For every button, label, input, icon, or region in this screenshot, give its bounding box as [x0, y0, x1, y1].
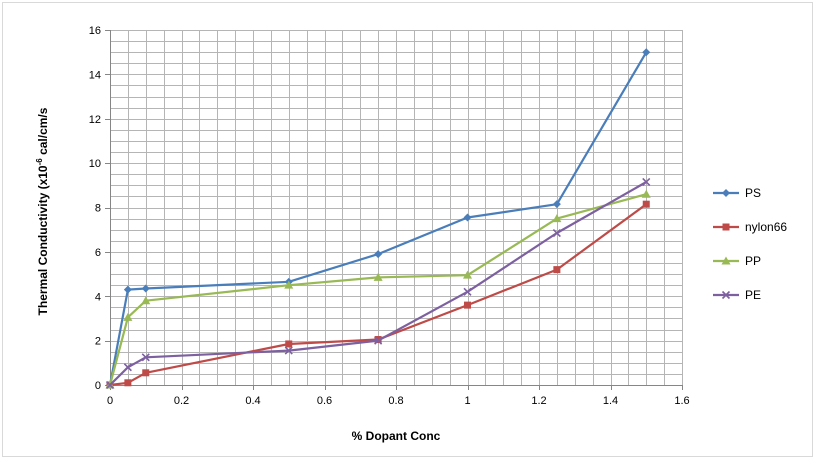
legend-marker-nylon66	[722, 223, 730, 231]
x-tick-label: 0.8	[388, 395, 403, 407]
x-tick-label: 0	[107, 395, 113, 407]
legend-marker-pp	[721, 256, 731, 265]
x-tick-label: 1	[464, 395, 470, 407]
data-point-ps	[141, 284, 150, 293]
series-pe	[105, 177, 651, 390]
grid-layer	[110, 30, 683, 386]
y-tick-label: 8	[95, 203, 101, 215]
data-point-pe	[374, 336, 383, 345]
legend-marker-pe	[721, 290, 731, 300]
data-point-nylon66	[142, 369, 150, 377]
legend-item-pp: PP	[713, 254, 761, 268]
y-tick-label: 10	[89, 158, 101, 170]
series-line-pe	[109, 181, 647, 386]
x-tick-label: 1.4	[603, 395, 618, 407]
legend-label-ps: PS	[745, 186, 761, 200]
y-tick-label: 6	[95, 247, 101, 259]
data-point-nylon66	[642, 200, 650, 208]
data-point-pp	[284, 280, 294, 289]
data-point-pe	[463, 287, 472, 296]
x-axis-title: % Dopant Conc	[352, 429, 441, 443]
data-point-pe	[552, 228, 561, 238]
data-point-ps	[552, 200, 561, 209]
data-point-pe	[123, 363, 132, 372]
data-point-ps	[123, 285, 132, 294]
x-tick-label: 1.2	[531, 395, 546, 407]
data-point-pp	[123, 312, 133, 321]
y-tick-label: 16	[89, 25, 101, 37]
legend-marker-ps	[722, 189, 730, 197]
x-tick-label: 0.2	[174, 395, 189, 407]
x-tick-label: 0.4	[245, 395, 260, 407]
x-tick-label: 0.6	[317, 395, 332, 407]
data-point-pe	[141, 353, 150, 362]
data-point-ps	[374, 250, 383, 259]
y-axis-title-exponent: -6	[35, 158, 44, 166]
y-tick-label: 4	[95, 291, 101, 303]
tick-labels: 0 0.2 0.4 0.6 0.8 1 1.2 1.4 1.6 0 2 4 6 8 10 12 14 16	[89, 25, 690, 407]
legend-item-nylon66: nylon66	[713, 220, 787, 234]
series-layer	[105, 48, 651, 390]
y-axis-title-unit: cal/cm/s	[36, 107, 50, 158]
y-tick-label: 2	[95, 336, 101, 348]
data-point-nylon66	[124, 379, 132, 387]
data-point-pp	[641, 189, 651, 198]
series-line-pp	[108, 193, 647, 386]
legend-label-pe: PE	[745, 288, 761, 302]
y-axis-title: Thermal Conductivity (x10-6 cal/cm/s	[35, 107, 50, 315]
data-point-nylon66	[285, 340, 293, 348]
x-tick-label: 1.6	[674, 395, 689, 407]
data-point-ps	[463, 213, 472, 222]
data-point-pp	[463, 270, 472, 279]
data-point-nylon66	[553, 266, 561, 274]
legend-label-nylon66: nylon66	[745, 220, 787, 234]
data-point-pp	[552, 214, 562, 223]
y-tick-label: 0	[95, 380, 101, 392]
data-point-pe	[105, 380, 115, 390]
data-point-pp	[373, 272, 383, 281]
legend: PS nylon66 PP PE	[713, 186, 787, 302]
legend-label-pp: PP	[745, 254, 761, 268]
legend-item-pe: PE	[713, 288, 761, 302]
data-point-pp	[141, 296, 151, 305]
legend-item-ps: PS	[713, 186, 761, 200]
data-point-nylon66	[464, 301, 471, 309]
series-pp	[105, 189, 651, 389]
axes-layer	[105, 30, 683, 390]
y-tick-label: 12	[89, 114, 101, 126]
y-tick-label: 14	[89, 69, 101, 81]
y-axis-title-main: Thermal Conductivity (x10	[36, 165, 50, 315]
data-point-pe	[642, 177, 651, 187]
data-point-pe	[284, 346, 293, 355]
data-point-ps	[642, 48, 651, 57]
chart-frame	[2, 2, 813, 457]
